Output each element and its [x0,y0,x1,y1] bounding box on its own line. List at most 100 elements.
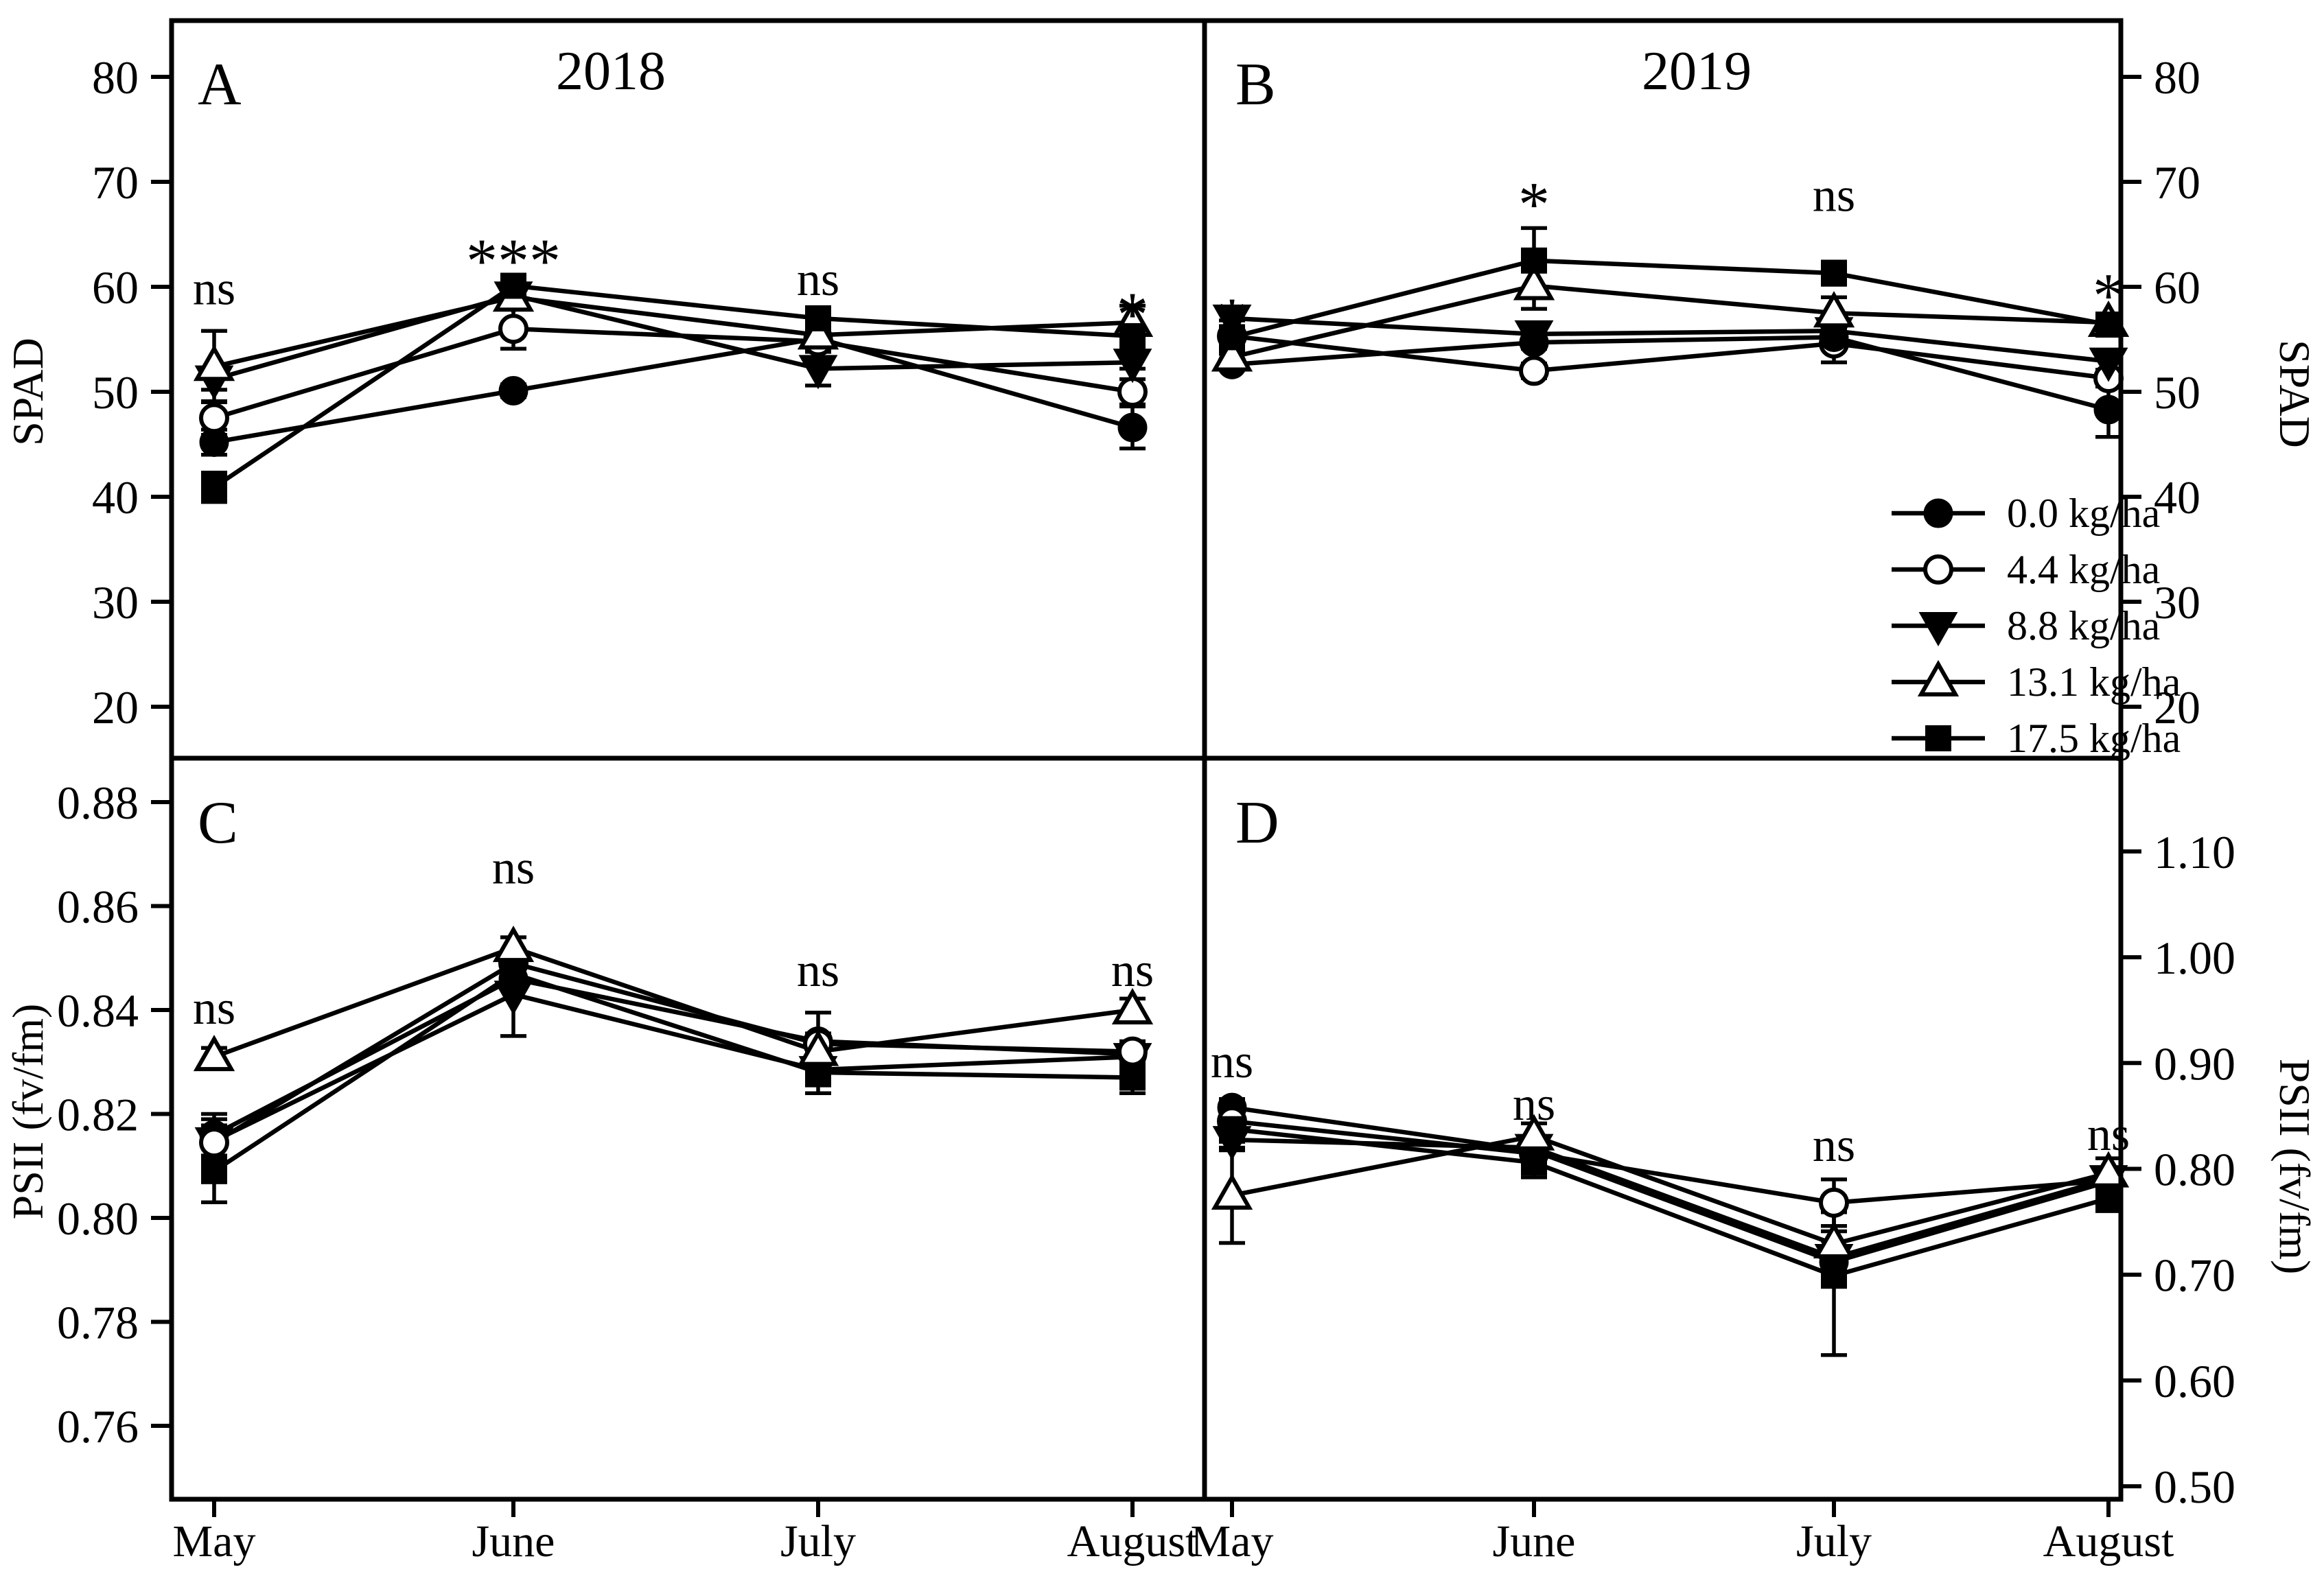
significance-label: ns [2087,1108,2130,1161]
panel-C: 0.88 0.86 0.84 0.82 0.80 0.78 0.76 ns ns ns ns C [57,755,1207,1502]
legend-marker-circle-open [1923,554,1953,585]
marker-square-filled [201,1158,227,1184]
marker-tri-up-open [797,313,839,350]
panel-border [1202,755,2124,1502]
significance-label: ns [1813,169,1855,222]
series-line-4-4-kg-ha [1231,333,2109,381]
legend-marker-square-filled [1925,725,1951,751]
series-line-17-5-kg-ha [1231,1127,2109,1278]
legend-item: 13.1 kg/ha [1892,659,2181,705]
y-tick-label: 0.76 [57,1400,139,1453]
panel-letter: B [1235,51,1276,118]
month-label: August [2043,1516,2174,1566]
y-tick-label: 30 [2154,576,2200,629]
series-line-13-1-kg-ha [213,945,1133,1059]
marker-tri-up-open [2087,1151,2130,1188]
marker-tri-up-open [1211,1173,1253,1210]
significance-label: ns [193,263,235,316]
axis-title-spad-left: SPAD [3,338,52,446]
panel-letter: C [198,790,238,856]
marker-circle-filled [2093,395,2124,425]
panel-D: 1.10 1.00 0.90 0.80 0.70 0.60 0.50 ns ns ns ns D [1202,755,2235,1513]
marker-circle-open [1819,1187,1849,1218]
marker-circle-open [199,1127,229,1158]
significance-label: ns [193,982,235,1035]
month-label: June [472,1516,555,1566]
y-tick-label: 60 [2154,261,2200,314]
marker-tri-up-open [1813,291,1855,328]
series-line-8-8-kg-ha [213,991,1133,1143]
significance-label: ns [1211,1035,1253,1088]
y-tick-label: 80 [92,51,139,104]
series-line-13-1-kg-ha [1231,1134,2109,1247]
significance-label: ns [1111,944,1154,997]
marker-tri-down-filled [1514,320,1554,355]
y-tick-label: 70 [92,156,139,209]
marker-square-filled [2095,312,2122,338]
legend-label: 4.4 kg/ha [2007,547,2160,592]
legend-item: 4.4 kg/ha [1892,547,2160,592]
significance-label: * [1216,285,1248,355]
series-line-0-0-kg-ha [213,336,1133,445]
significance-label: * [1117,279,1148,349]
legend-item: 8.8 kg/ha [1892,603,2160,648]
legend-label: 13.1 kg/ha [2007,659,2181,705]
month-label: July [780,1516,856,1566]
year-title: 2018 [556,41,666,102]
marker-circle-open [498,314,528,344]
marker-square-filled [1821,260,1847,287]
y-tick-label: 80 [2154,51,2200,104]
significance-label: ns [492,842,535,895]
axis-title-psii-left: PSII (fv/fm) [3,1004,52,1220]
y-tick-label: 0.80 [57,1193,139,1245]
marker-tri-down-filled [798,355,838,390]
axis-title-psii-right: PSII (fv/fm) [2270,1059,2319,1275]
legend-item: 17.5 kg/ha [1892,716,2181,761]
marker-tri-up-open [1111,987,1154,1024]
y-tick-label: 0.70 [2154,1249,2235,1302]
y-tick-label: 0.82 [57,1089,139,1141]
y-tick-label: 30 [92,576,139,629]
significance-label: ns [797,253,839,306]
y-tick-label: 20 [2154,681,2200,733]
marker-square-filled [500,960,526,987]
month-label: July [1796,1516,1872,1566]
month-label: August [1067,1516,1198,1566]
month-label: June [1493,1516,1576,1566]
series-line-8-8-kg-ha [213,292,1133,381]
y-tick-label: 50 [92,366,139,419]
y-tick-label: 0.84 [57,985,139,1037]
significance-label: ns [1513,1078,1555,1131]
year-title: 2019 [1642,41,1752,102]
series-line-13-1-kg-ha [1231,283,2109,360]
marker-tri-up-open [1513,263,1555,301]
marker-tri-up-open [193,344,235,381]
legend-marker-circle-filled [1923,498,1953,528]
y-tick-label: 0.88 [57,777,139,829]
significance-label: ns [1813,1119,1855,1172]
series-line-4-4-kg-ha [213,961,1133,1144]
significance-label: *** [466,226,561,296]
y-tick-label: 20 [92,681,139,733]
series-line-8-8-kg-ha [1231,316,2109,364]
legend-label: 17.5 kg/ha [2007,716,2181,761]
legend-label: 0.0 kg/ha [2007,491,2160,536]
marker-circle-open [199,403,229,434]
panel-A: 80 70 60 50 40 30 20 ns *** ns * A 2018 [92,18,1207,761]
marker-tri-down-filled [2089,347,2128,382]
y-tick-label: 40 [92,471,139,524]
panel-letter: A [198,51,242,118]
y-tick-label: 0.50 [2154,1461,2235,1513]
y-tick-label: 0.80 [2154,1144,2235,1196]
series-line-17-5-kg-ha [213,971,1133,1173]
marker-square-filled [1521,1149,1547,1176]
series-line-17-5-kg-ha [1231,258,2109,340]
marker-tri-up-open [1813,1221,1855,1258]
y-tick-label: 60 [92,261,139,314]
y-tick-label: 1.00 [2154,932,2235,984]
series-line-4-4-kg-ha [1231,1118,2109,1206]
marker-tri-up-open [193,1035,235,1072]
marker-circle-open [1117,1036,1148,1067]
